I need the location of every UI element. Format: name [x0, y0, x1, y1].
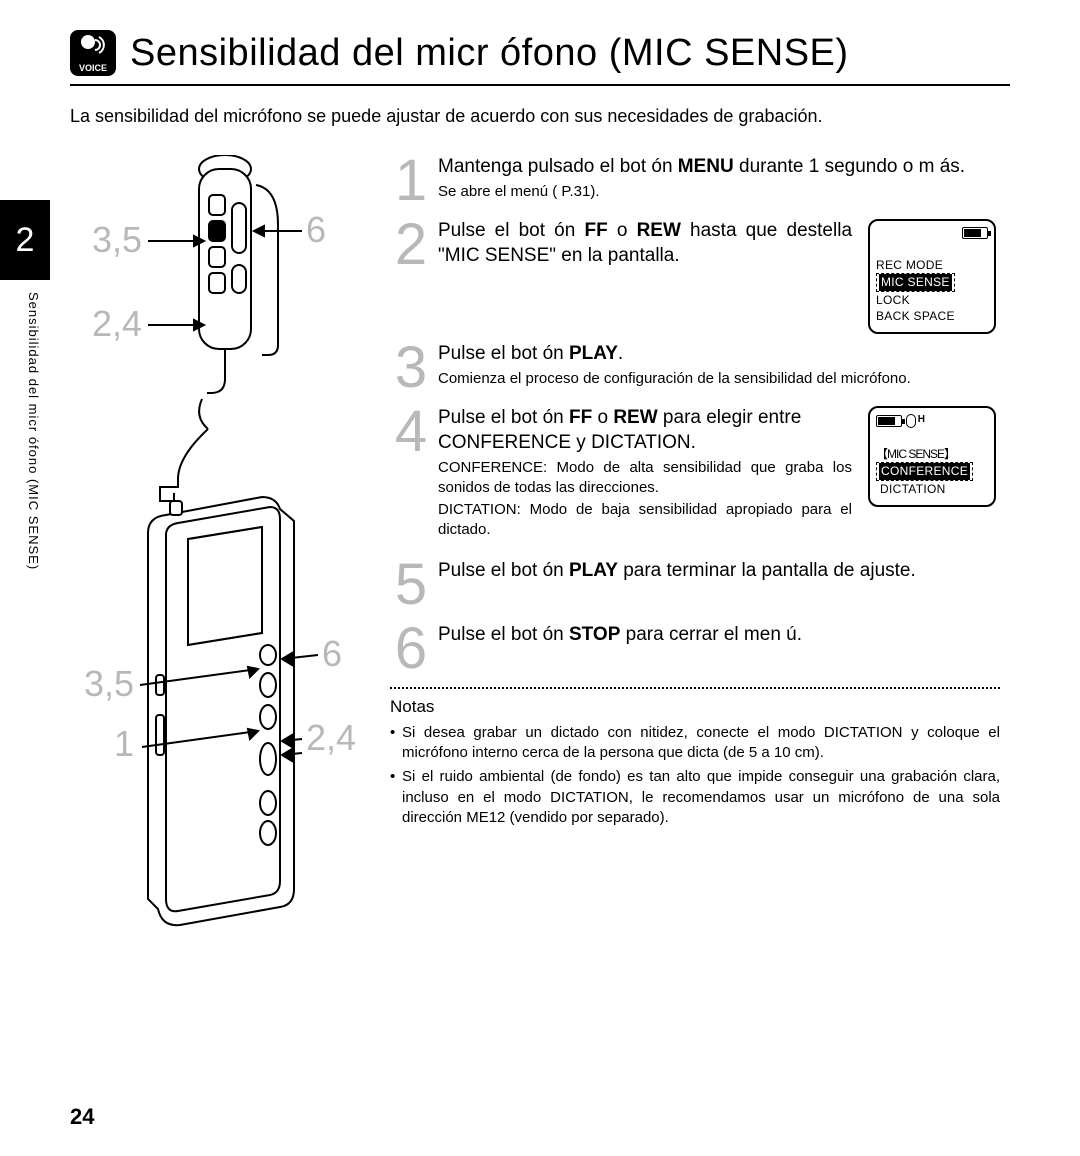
callout-3-5-bot: 3,5 [84, 663, 134, 705]
callout-6-bot: 6 [322, 633, 342, 675]
voice-badge-label: VOICE [79, 63, 107, 73]
battery-icon [962, 227, 988, 239]
step-4-sub-b: DICTATION: Modo de baja sensibilidad apr… [438, 500, 852, 541]
step-3: 3 Pulse el bot ón PLAY. Comienza el proc… [390, 342, 1000, 394]
step-4-title: Pulse el bot ón FF o REW para elegir ent… [438, 406, 852, 455]
notes-list: Si desea grabar un dictado con nitidez, … [390, 723, 1000, 828]
intro-text: La sensibilidad del micrófono se puede a… [70, 106, 1010, 127]
lcd2-row-0: CONFERENCE [876, 462, 988, 480]
callout-3-5-top: 3,5 [92, 219, 142, 261]
callout-1-bot: 1 [114, 723, 134, 765]
step-2-number: 2 [390, 219, 432, 271]
lcd-screen-1: REC MODE MIC SENSE LOCK BACK SPACE [868, 219, 996, 334]
note-1: Si desea grabar un dictado con nitidez, … [390, 723, 1000, 764]
lcd1-row-1: MIC SENSE [876, 273, 988, 291]
callout-2-4-top: 2,4 [92, 303, 142, 345]
title-row: VOICE Sensibilidad del micr ófono (MIC S… [70, 30, 1010, 86]
step-1-title: Mantenga pulsado el bot ón MENU durante … [438, 155, 1000, 180]
lcd-screen-2: 【MIC SENSE】 CONFERENCE DICTATION [868, 406, 996, 507]
step-6-title: Pulse el bot ón STOP para cerrar el men … [438, 623, 1000, 648]
step-1-sub: Se abre el menú ( P.31). [438, 182, 1000, 202]
battery-icon-2 [876, 415, 902, 427]
step-2: 2 Pulse el bot ón FF o REW hasta que des… [390, 219, 852, 271]
vertical-section-label: Sensibilidad del micr ófono (MIC SENSE) [26, 292, 41, 570]
lcd1-row-3: BACK SPACE [876, 308, 988, 324]
mic-icon [906, 414, 916, 428]
callout-6-top: 6 [306, 209, 326, 251]
step-1-number: 1 [390, 155, 432, 207]
lcd1-row-2: LOCK [876, 292, 988, 308]
step-5: 5 Pulse el bot ón PLAY para terminar la … [390, 559, 1000, 611]
device-diagram: 3,5 2,4 6 3,5 1 6 2,4 [70, 155, 370, 935]
lcd2-row-1: DICTATION [876, 481, 988, 497]
device-illustration [70, 155, 370, 935]
steps-column: 1 Mantenga pulsado el bot ón MENU durant… [390, 155, 1010, 935]
step-6: 6 Pulse el bot ón STOP para cerrar el me… [390, 623, 1000, 675]
step-5-title: Pulse el bot ón PLAY para terminar la pa… [438, 559, 1000, 584]
page-number: 24 [70, 1104, 94, 1130]
step-6-number: 6 [390, 623, 432, 675]
lcd1-row-0: REC MODE [876, 257, 988, 273]
step-1: 1 Mantenga pulsado el bot ón MENU durant… [390, 155, 1000, 207]
lcd2-header: 【MIC SENSE】 [876, 446, 988, 462]
step-4-sub-a: CONFERENCE: Modo de alta sensibilidad qu… [438, 458, 852, 499]
step-3-title: Pulse el bot ón PLAY. [438, 342, 1000, 367]
page-title: Sensibilidad del micr ófono (MIC SENSE) [130, 32, 849, 75]
notes-divider [390, 687, 1000, 689]
step-3-sub: Comienza el proceso de configuración de … [438, 369, 1000, 389]
step-4-number: 4 [390, 406, 432, 540]
step-4: 4 Pulse el bot ón FF o REW para elegir e… [390, 406, 852, 540]
note-2: Si el ruido ambiental (de fondo) es tan … [390, 767, 1000, 828]
callout-2-4-bot: 2,4 [306, 717, 356, 759]
voice-icon: VOICE [70, 30, 116, 76]
step-5-number: 5 [390, 559, 432, 611]
chapter-tab: 2 [0, 200, 50, 280]
step-3-number: 3 [390, 342, 432, 394]
step-2-title: Pulse el bot ón FF o REW hasta que deste… [438, 219, 852, 268]
notes-heading: Notas [390, 697, 1000, 717]
